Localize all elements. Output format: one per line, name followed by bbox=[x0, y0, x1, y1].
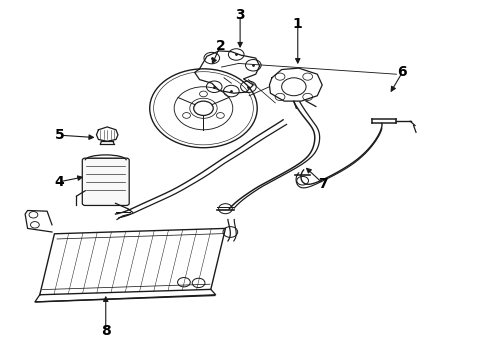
Text: 1: 1 bbox=[293, 17, 303, 31]
Text: 4: 4 bbox=[54, 175, 64, 189]
Text: 8: 8 bbox=[101, 324, 111, 338]
Text: 5: 5 bbox=[54, 128, 64, 142]
Text: 6: 6 bbox=[397, 66, 407, 80]
Text: 2: 2 bbox=[216, 39, 225, 53]
FancyBboxPatch shape bbox=[82, 158, 129, 206]
Text: 3: 3 bbox=[235, 8, 245, 22]
Text: 7: 7 bbox=[318, 177, 328, 190]
